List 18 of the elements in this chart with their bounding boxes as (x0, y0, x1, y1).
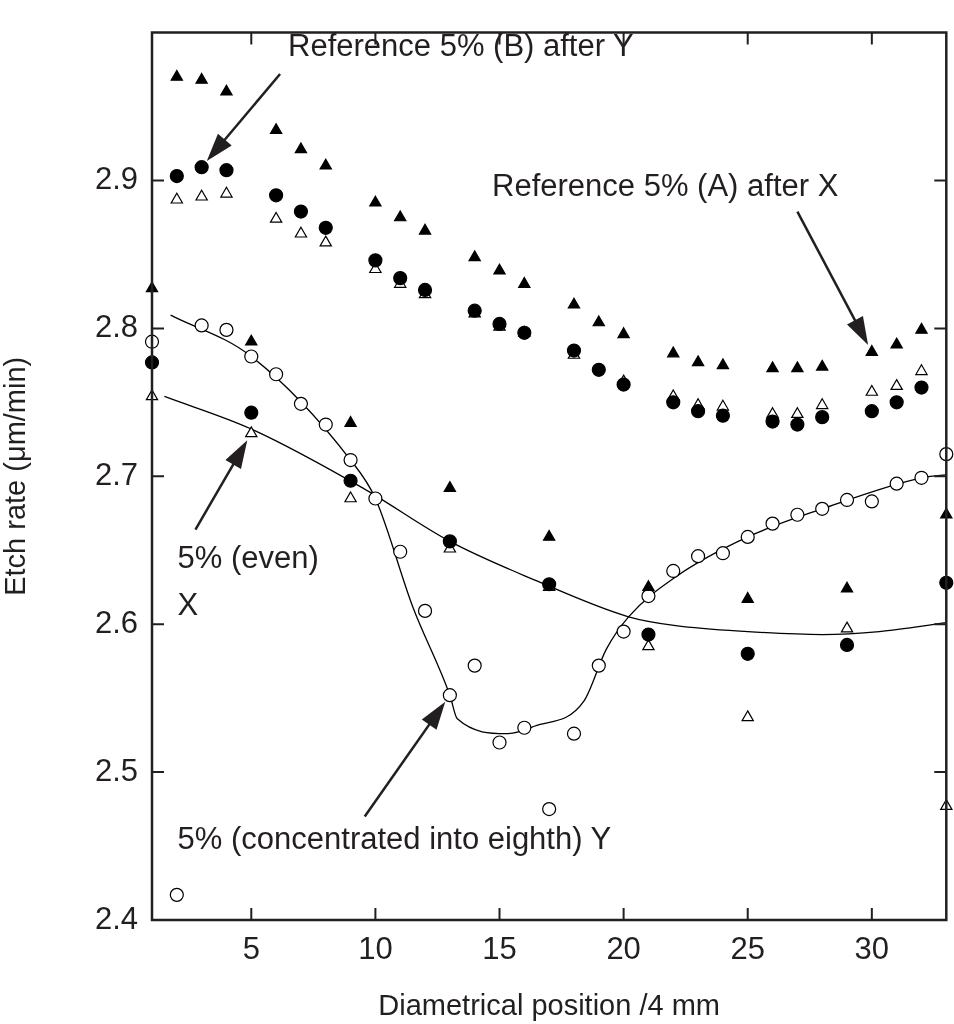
y-axis-title: Etch rate (μm/min) (0, 356, 32, 596)
y-tick-label: 2.8 (94, 308, 138, 344)
x-tick-label: 15 (482, 931, 517, 967)
x-tick-label: 30 (854, 931, 890, 967)
x-tick-label: 20 (606, 931, 641, 967)
x-tick-label: 25 (730, 931, 765, 967)
y-tick-label: 2.6 (94, 604, 138, 640)
x-tick-label: 5 (242, 931, 260, 967)
annotation: 5% (concentrated into eighth) Y (177, 820, 612, 856)
annotation: 5% (even) X (177, 539, 319, 622)
y-tick-label: 2.4 (94, 900, 138, 936)
annotation: Reference 5% (B) after Y (288, 27, 634, 63)
x-axis-title: Diametrical position /4 mm (378, 988, 720, 1021)
y-tick-label: 2.9 (94, 161, 138, 197)
x-tick-label: 10 (358, 931, 393, 967)
annotation: Reference 5% (A) after X (492, 168, 839, 204)
y-tick-label: 2.5 (94, 752, 138, 788)
y-tick-label: 2.7 (94, 456, 138, 492)
